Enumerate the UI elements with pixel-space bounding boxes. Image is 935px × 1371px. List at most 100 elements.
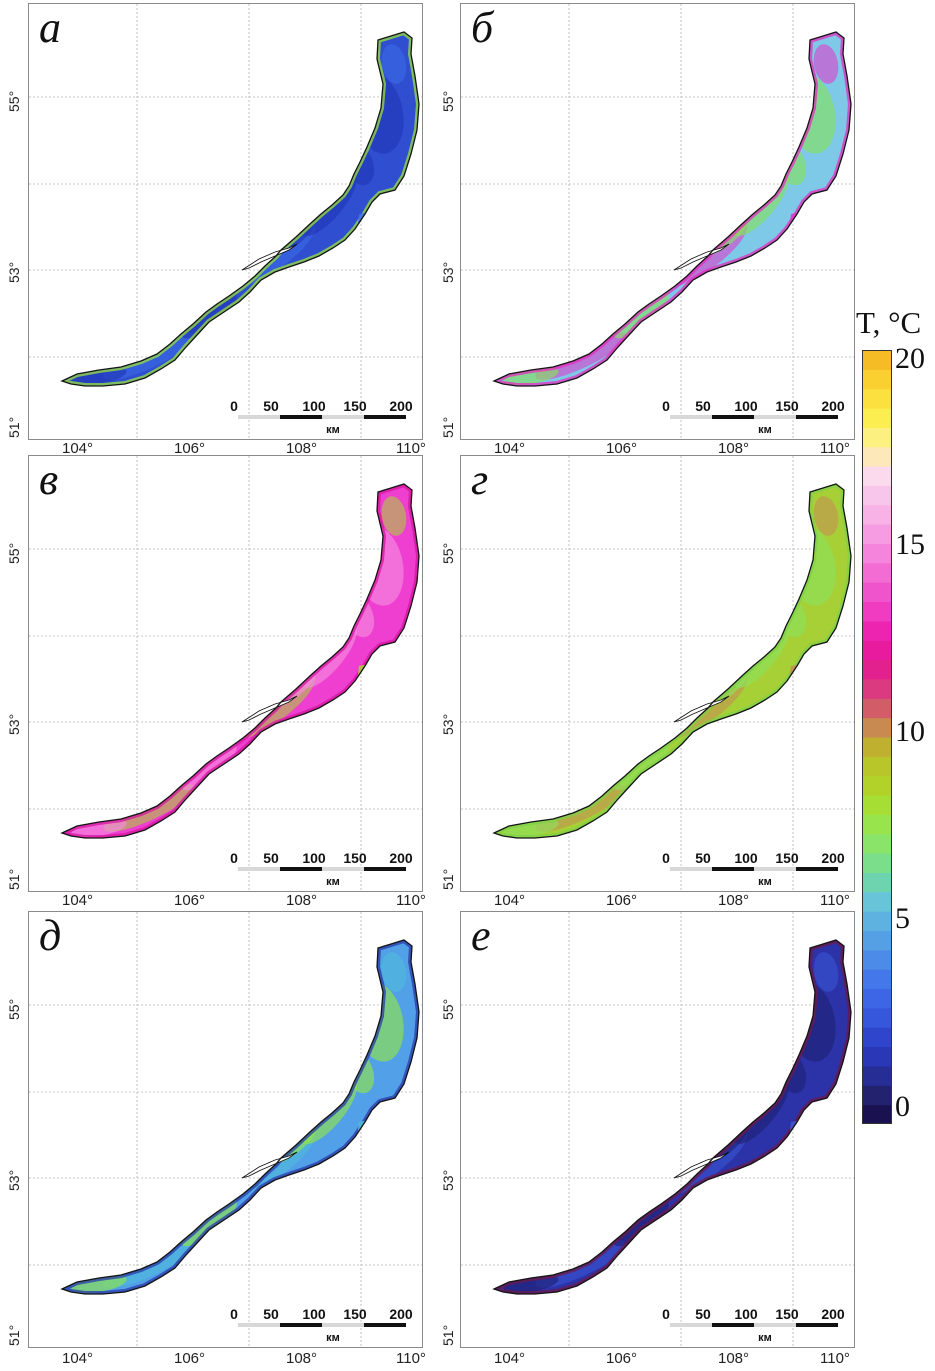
lon-label-108: 108°	[286, 440, 318, 457]
colorbar-swatch	[862, 678, 892, 699]
temperature-pattern	[494, 484, 851, 838]
scale-bar-segment	[796, 1323, 838, 1327]
colorbar-swatch	[862, 408, 892, 428]
colorbar-swatch	[862, 640, 892, 661]
scale-bar: 0 50 100 150 200 км	[230, 850, 413, 888]
scale-bar-unit: км	[758, 1332, 772, 1344]
scale-bar-tick-label: 100	[734, 850, 758, 866]
temperature-pattern	[62, 484, 419, 838]
lon-label-106: 106°	[174, 1350, 206, 1367]
temperature-pattern	[62, 32, 419, 386]
lat-label-55: 55°	[440, 998, 456, 1020]
scale-bar-segment	[364, 415, 406, 419]
temperature-pattern	[494, 32, 851, 386]
scale-bar-tick-label: 50	[695, 1306, 711, 1322]
lon-label-106: 106°	[606, 1350, 638, 1367]
bay-patch	[789, 212, 813, 238]
lon-label-110: 110°	[396, 440, 426, 457]
colorbar-swatch	[862, 833, 892, 854]
scale-bar-unit: км	[326, 876, 340, 888]
temperature-pattern	[62, 940, 419, 1294]
temperature-pattern	[494, 940, 851, 1294]
scale-bar-segment	[712, 867, 754, 871]
temperature-patch	[381, 496, 407, 536]
lon-label-106: 106°	[606, 440, 638, 457]
lon-label-108: 108°	[718, 1350, 750, 1367]
lon-label-106: 106°	[606, 892, 638, 909]
colorbar-swatch	[862, 969, 892, 990]
scale-bar-segment	[238, 867, 280, 871]
lat-label-55: 55°	[6, 542, 22, 564]
scale-bar-tick-label: 200	[389, 850, 413, 866]
map-panel-d: 0 50 100 150 200 км д	[28, 911, 423, 1348]
lat-label-53: 53°	[6, 261, 22, 283]
lon-label-104: 104°	[494, 892, 526, 909]
scale-bar-segment	[712, 415, 754, 419]
scale-bar-segment	[796, 867, 838, 871]
scale-bar-tick-label: 50	[263, 850, 279, 866]
lon-label-106: 106°	[174, 440, 206, 457]
scale-bar-tick-label: 200	[389, 1306, 413, 1322]
panel-label-a: а	[39, 3, 61, 52]
scale-bar-tick-label: 0	[662, 1306, 670, 1322]
colorbar-swatch	[862, 737, 892, 757]
graticule	[461, 912, 854, 1347]
panel-label-g: г	[471, 455, 489, 504]
lake-map-e: 0 50 100 150 200 км	[461, 912, 854, 1347]
scale-bar-segment	[238, 415, 280, 419]
scale-bar-tick-label: 0	[230, 398, 238, 414]
scale-bar-segment	[670, 1323, 712, 1327]
scale-bar-segment	[238, 1323, 280, 1327]
colorbar-swatch	[862, 446, 892, 467]
lat-label-51: 51°	[6, 868, 22, 890]
lat-label-55: 55°	[440, 542, 456, 564]
temperature-patch	[613, 1197, 669, 1247]
scale-bar-segment	[754, 415, 796, 419]
lon-label-104: 104°	[494, 1350, 526, 1367]
colorbar-tick-5: 5	[895, 902, 910, 935]
olkhon-island	[241, 1151, 298, 1179]
panel-label-d: д	[39, 911, 62, 960]
panel-label-b: б	[471, 3, 494, 52]
colorbar-swatch	[862, 524, 892, 544]
lat-label-53: 53°	[440, 261, 456, 283]
olkhon-island	[241, 243, 298, 271]
scale-bar-tick-label: 200	[821, 850, 845, 866]
scale-bar-tick-label: 150	[343, 398, 367, 414]
lat-label-51: 51°	[440, 1324, 456, 1346]
colorbar-swatch	[862, 1027, 892, 1048]
temperature-patch	[181, 289, 237, 339]
scale-bar-segment	[670, 415, 712, 419]
scale-bar-tick-label: 0	[230, 850, 238, 866]
colorbar-swatch	[862, 795, 892, 815]
scale-bar-tick-label: 50	[263, 1306, 279, 1322]
scale-bar-segment	[670, 867, 712, 871]
lake-outline	[60, 483, 420, 839]
colorbar-swatch	[862, 659, 892, 680]
shore-band	[62, 32, 419, 386]
scale-bar-tick-label: 150	[343, 1306, 367, 1322]
colorbar-swatch	[862, 582, 892, 603]
lon-label-104: 104°	[62, 440, 94, 457]
colorbar-swatch	[862, 949, 892, 970]
scale-bar-segment	[754, 1323, 796, 1327]
olkhon-island	[673, 695, 730, 723]
lon-label-108: 108°	[718, 892, 750, 909]
shore-band	[494, 484, 851, 838]
lat-label-55: 55°	[440, 90, 456, 112]
colorbar-swatch	[862, 466, 892, 486]
bay-patch	[789, 664, 813, 690]
lon-label-104: 104°	[62, 892, 94, 909]
colorbar-swatch	[862, 698, 892, 719]
scale-bar-segment	[322, 867, 364, 871]
lon-label-104: 104°	[62, 1350, 94, 1367]
colorbar-swatch	[862, 427, 892, 448]
colorbar-swatch	[862, 853, 892, 873]
temperature-patch	[181, 1197, 237, 1247]
scale-bar-tick-label: 150	[343, 850, 367, 866]
scale-bar-tick-label: 50	[695, 850, 711, 866]
temperature-patch	[613, 741, 669, 791]
colorbar-swatch	[862, 485, 892, 506]
scale-bar-unit: км	[326, 424, 340, 436]
scale-bar-segment	[364, 1323, 406, 1327]
